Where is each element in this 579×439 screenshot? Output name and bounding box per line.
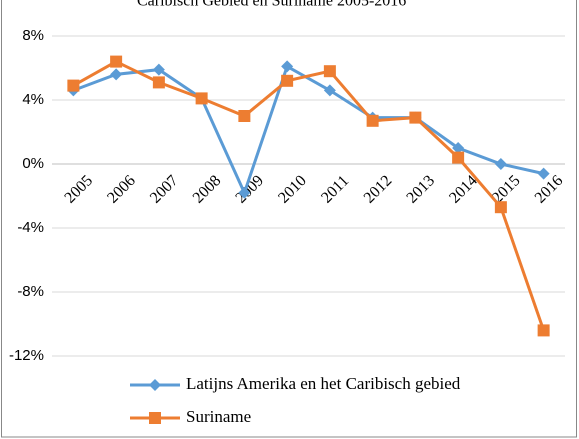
marker [323, 84, 336, 97]
y-tick-label: -4% [17, 219, 44, 236]
y-tick-label: 4% [22, 91, 44, 108]
legend-label: Suriname [186, 407, 251, 426]
marker [195, 92, 208, 105]
marker [152, 63, 165, 76]
legend-marker [149, 379, 161, 391]
marker [537, 324, 550, 337]
marker [494, 201, 507, 214]
legend-label: Latijns Amerika en het Caribisch gebied [186, 374, 461, 393]
marker [281, 74, 294, 87]
marker [494, 158, 507, 170]
y-tick-label: 8% [22, 27, 44, 44]
marker [452, 142, 465, 154]
y-tick-label: -12% [9, 347, 44, 364]
marker [152, 76, 165, 89]
marker [238, 110, 251, 122]
marker [67, 79, 80, 92]
y-tick-label: -8% [17, 283, 44, 300]
marker [110, 55, 123, 68]
marker [281, 60, 294, 73]
marker [238, 186, 251, 199]
marker [452, 151, 465, 164]
y-tick-label: 0% [22, 155, 44, 172]
marker [537, 167, 550, 180]
marker [110, 68, 123, 81]
series-line [72, 59, 546, 331]
series-line [72, 64, 544, 197]
marker [409, 111, 422, 124]
marker [366, 114, 379, 127]
legend-marker [149, 412, 161, 424]
chart-title: Caribisch Gebied en Suriname 2005-2016 [137, 0, 406, 10]
marker [323, 65, 336, 78]
